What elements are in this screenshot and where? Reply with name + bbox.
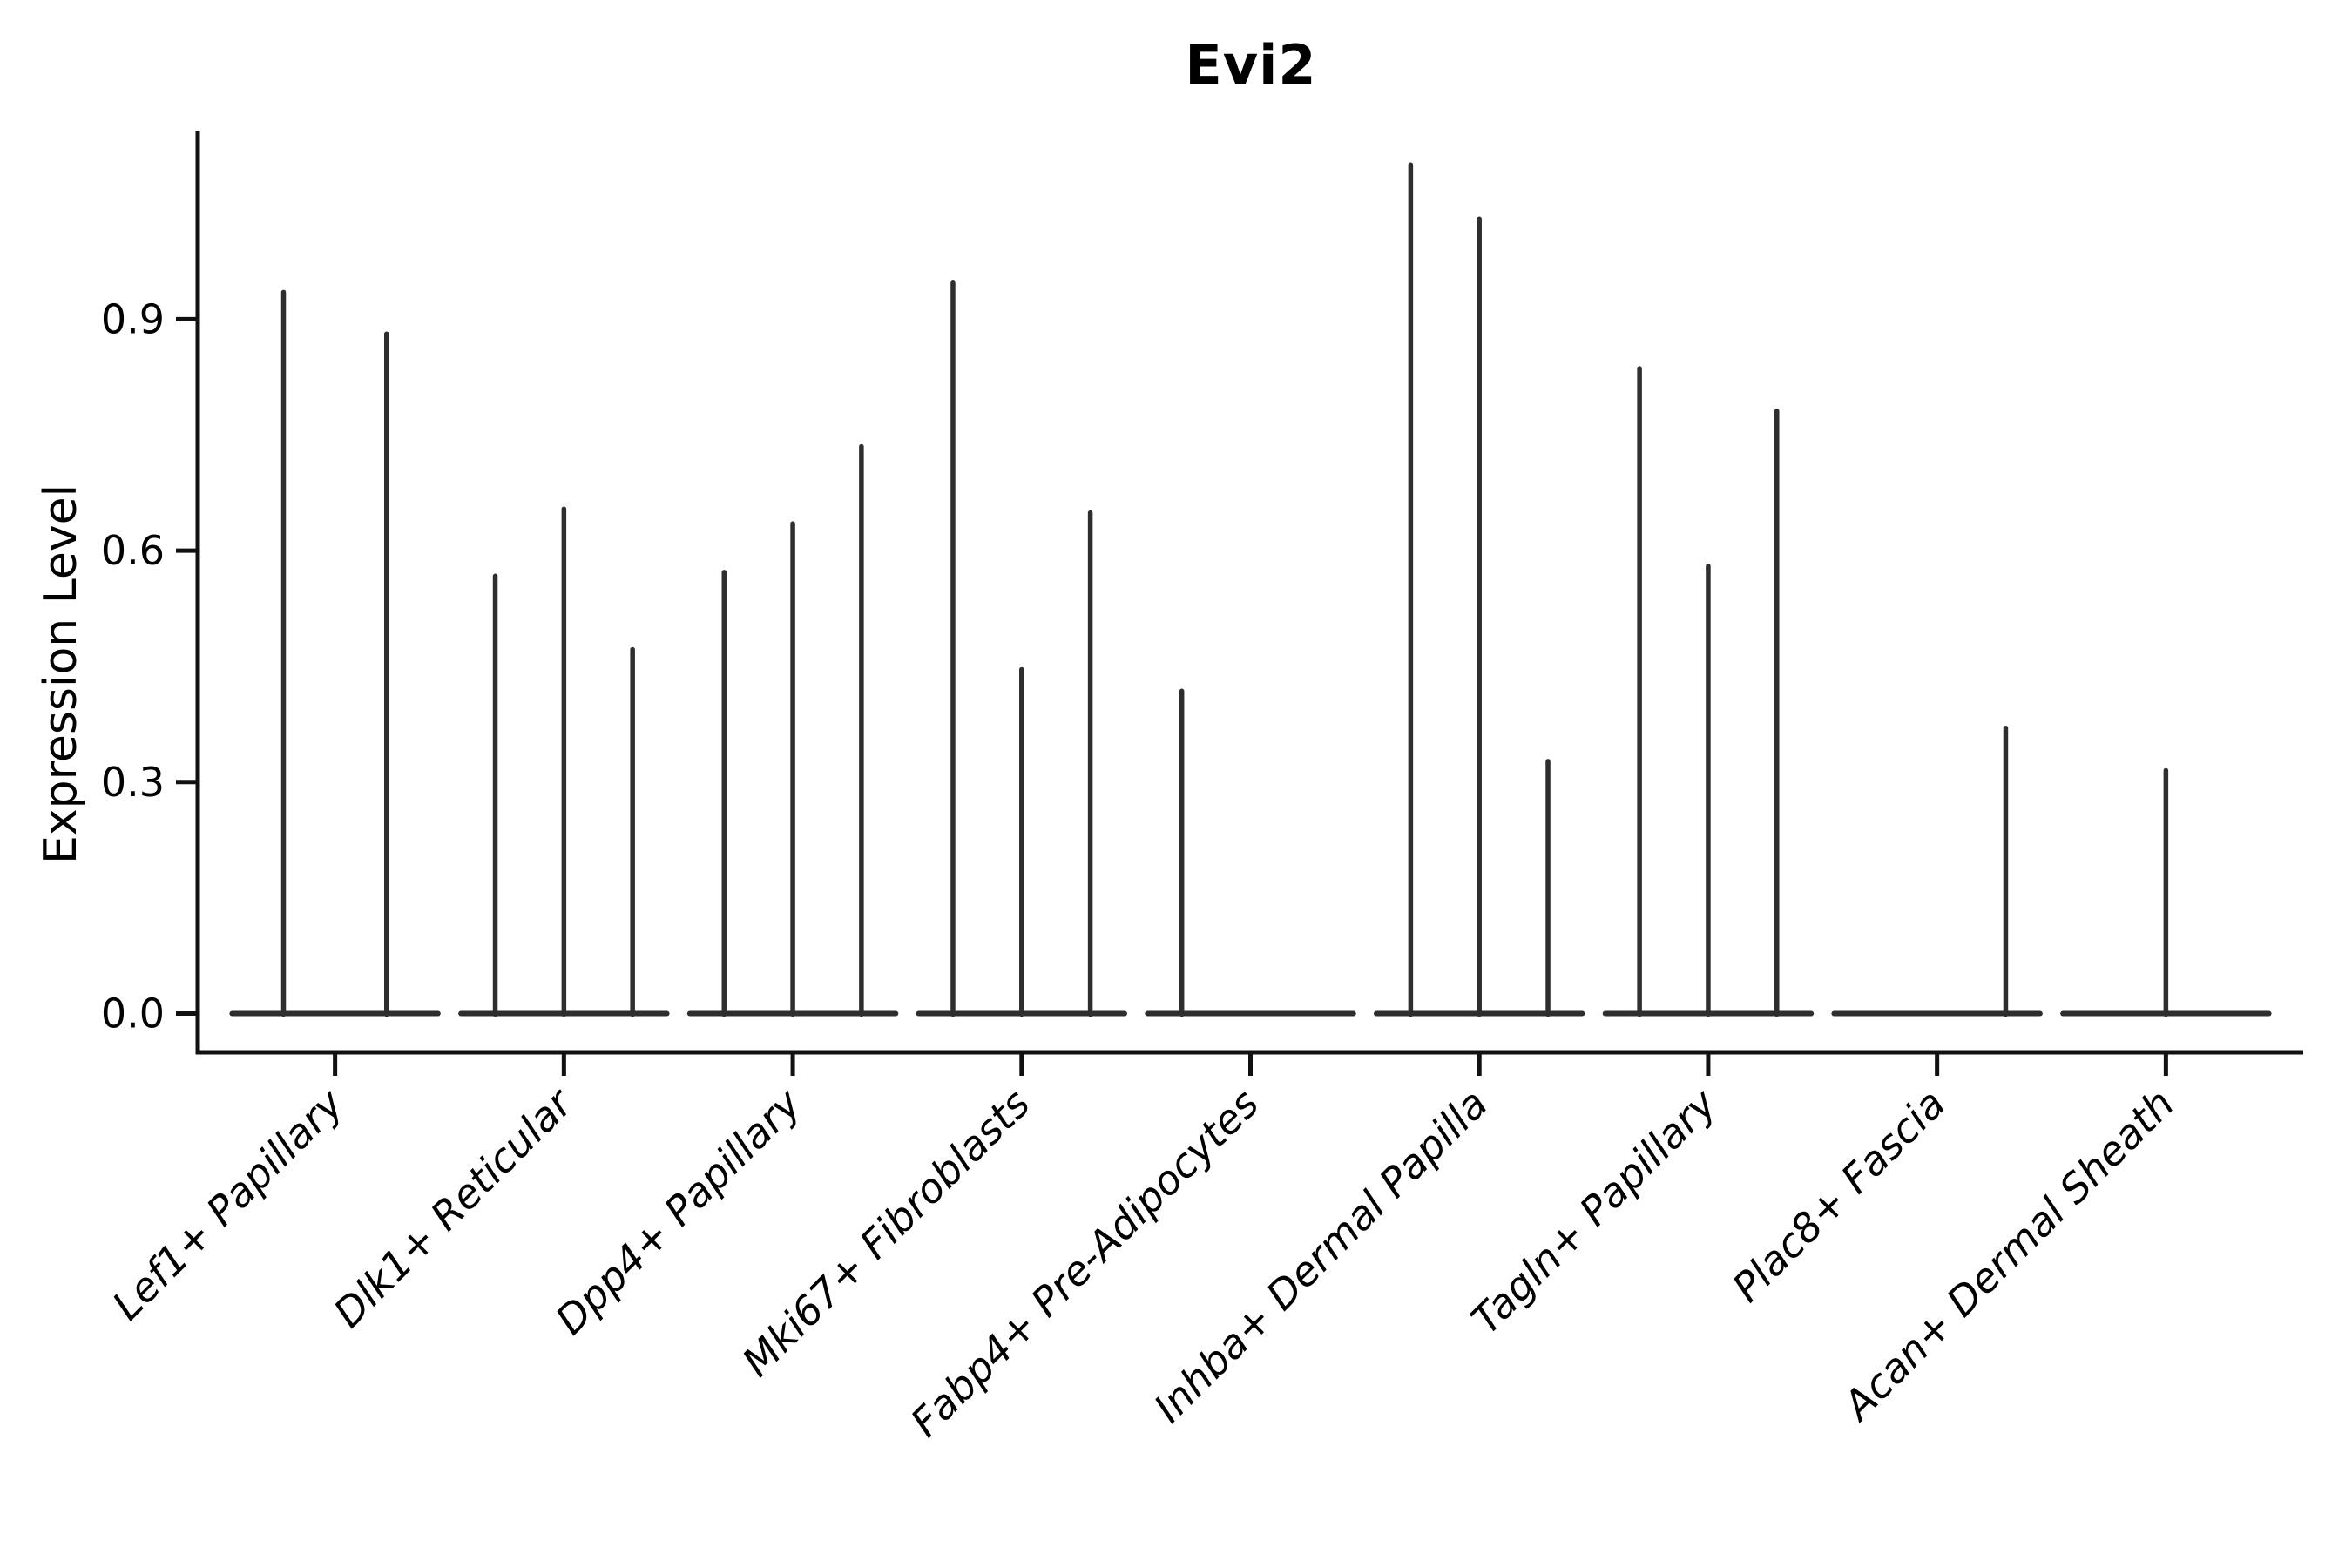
x-category-label: Dlk1+ Reticular	[324, 1078, 583, 1336]
y-tick-label: 0.0	[101, 990, 165, 1037]
x-category-label: Lef1+ Papillary	[103, 1079, 352, 1328]
x-category-label: Plac8+ Fascia	[1723, 1080, 1954, 1311]
x-category-label: Tagln+ Papillary	[1462, 1079, 1726, 1343]
y-tick-label: 0.3	[101, 759, 165, 806]
y-tick-label: 0.9	[101, 295, 165, 342]
chart-title: Evi2	[1185, 33, 1317, 97]
y-tick-label: 0.6	[101, 527, 165, 574]
x-category-label: Dpp4+ Papillary	[546, 1079, 810, 1343]
